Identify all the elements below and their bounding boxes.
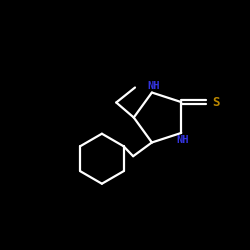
Text: NH: NH	[176, 135, 189, 145]
Text: NH: NH	[147, 80, 160, 90]
Text: S: S	[212, 96, 220, 108]
